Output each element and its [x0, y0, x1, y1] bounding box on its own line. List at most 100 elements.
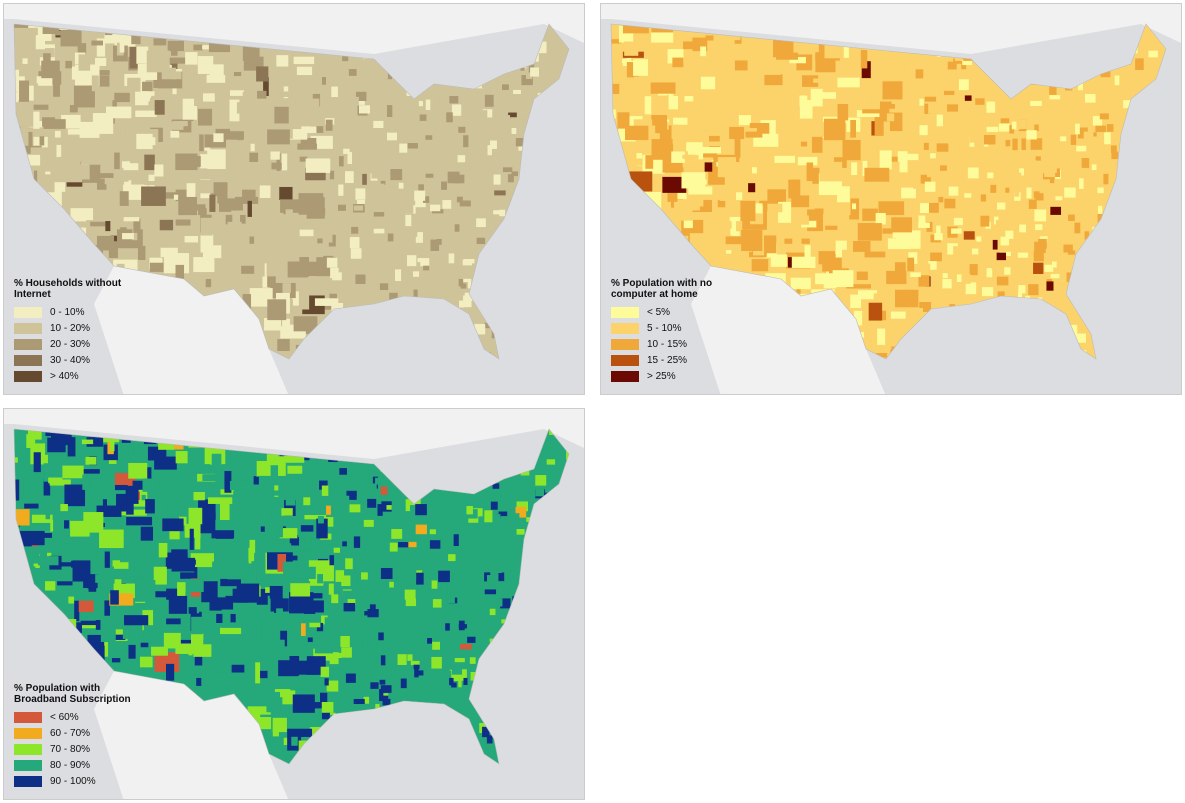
county	[110, 590, 119, 605]
border	[610, 23, 1167, 360]
county	[339, 316, 345, 323]
county	[930, 153, 936, 159]
county	[482, 726, 490, 738]
county	[505, 170, 512, 175]
county	[495, 35, 501, 44]
county	[891, 346, 902, 359]
county	[24, 503, 39, 509]
county	[458, 278, 464, 287]
county	[104, 600, 110, 616]
county	[152, 591, 169, 598]
county	[276, 153, 281, 171]
legend-label: 10 - 20%	[50, 322, 91, 334]
county	[429, 482, 441, 494]
county	[346, 490, 357, 496]
county	[341, 762, 350, 764]
county	[242, 91, 256, 103]
county	[541, 707, 547, 714]
county	[430, 493, 443, 505]
county	[738, 115, 752, 126]
county	[812, 167, 821, 184]
county	[459, 338, 466, 346]
county	[1033, 262, 1044, 275]
county	[729, 126, 745, 140]
county	[22, 58, 28, 64]
county	[352, 572, 358, 584]
legend-item: 5 - 10%	[611, 320, 751, 336]
county	[517, 451, 525, 457]
county	[96, 235, 115, 251]
county	[284, 758, 311, 764]
county	[537, 92, 548, 98]
county	[129, 46, 140, 69]
county	[451, 682, 457, 688]
county	[274, 689, 291, 698]
county	[398, 542, 409, 548]
county	[14, 110, 40, 127]
county	[184, 156, 201, 167]
county	[1073, 347, 1080, 358]
county	[448, 253, 455, 264]
legend-label: 90 - 100%	[50, 775, 96, 787]
county	[571, 190, 575, 196]
county	[162, 518, 184, 532]
county	[542, 564, 555, 570]
county	[37, 615, 49, 633]
county	[530, 457, 538, 463]
county	[373, 228, 385, 234]
county	[516, 528, 525, 535]
county	[986, 101, 996, 113]
county	[287, 465, 303, 474]
county	[1095, 125, 1106, 133]
county	[463, 677, 468, 686]
county	[919, 125, 928, 136]
county	[572, 466, 582, 470]
county	[342, 741, 352, 747]
county	[842, 139, 861, 161]
county	[818, 43, 829, 60]
county	[565, 516, 569, 528]
county	[919, 203, 931, 214]
county	[507, 549, 517, 554]
county	[797, 156, 818, 166]
county	[430, 239, 440, 251]
county	[453, 174, 465, 184]
county	[291, 736, 298, 746]
county	[15, 633, 22, 641]
county	[668, 87, 679, 110]
county	[987, 172, 994, 179]
county	[476, 352, 483, 359]
county	[1044, 165, 1056, 177]
county	[141, 494, 146, 501]
county	[1081, 158, 1090, 168]
county	[948, 186, 959, 196]
county	[996, 252, 1007, 261]
county	[881, 195, 890, 204]
county	[1009, 125, 1015, 134]
county	[432, 599, 442, 608]
county	[335, 106, 341, 116]
county	[1034, 124, 1039, 132]
county	[358, 726, 370, 732]
county	[45, 581, 56, 591]
county	[400, 678, 407, 689]
county	[570, 205, 582, 211]
county	[953, 246, 963, 255]
legend-item: 30 - 40%	[14, 352, 154, 368]
county	[835, 240, 847, 258]
legend-item: 10 - 15%	[611, 336, 751, 352]
county	[1017, 292, 1022, 298]
county	[68, 259, 94, 279]
county	[1015, 346, 1023, 357]
county	[1128, 41, 1136, 48]
county	[868, 302, 883, 321]
county	[47, 157, 69, 167]
county	[870, 61, 879, 78]
county	[305, 158, 331, 173]
county	[48, 265, 63, 278]
county	[1014, 302, 1024, 311]
county	[1150, 262, 1161, 268]
county	[877, 328, 886, 345]
county	[140, 526, 154, 541]
county	[528, 440, 537, 453]
